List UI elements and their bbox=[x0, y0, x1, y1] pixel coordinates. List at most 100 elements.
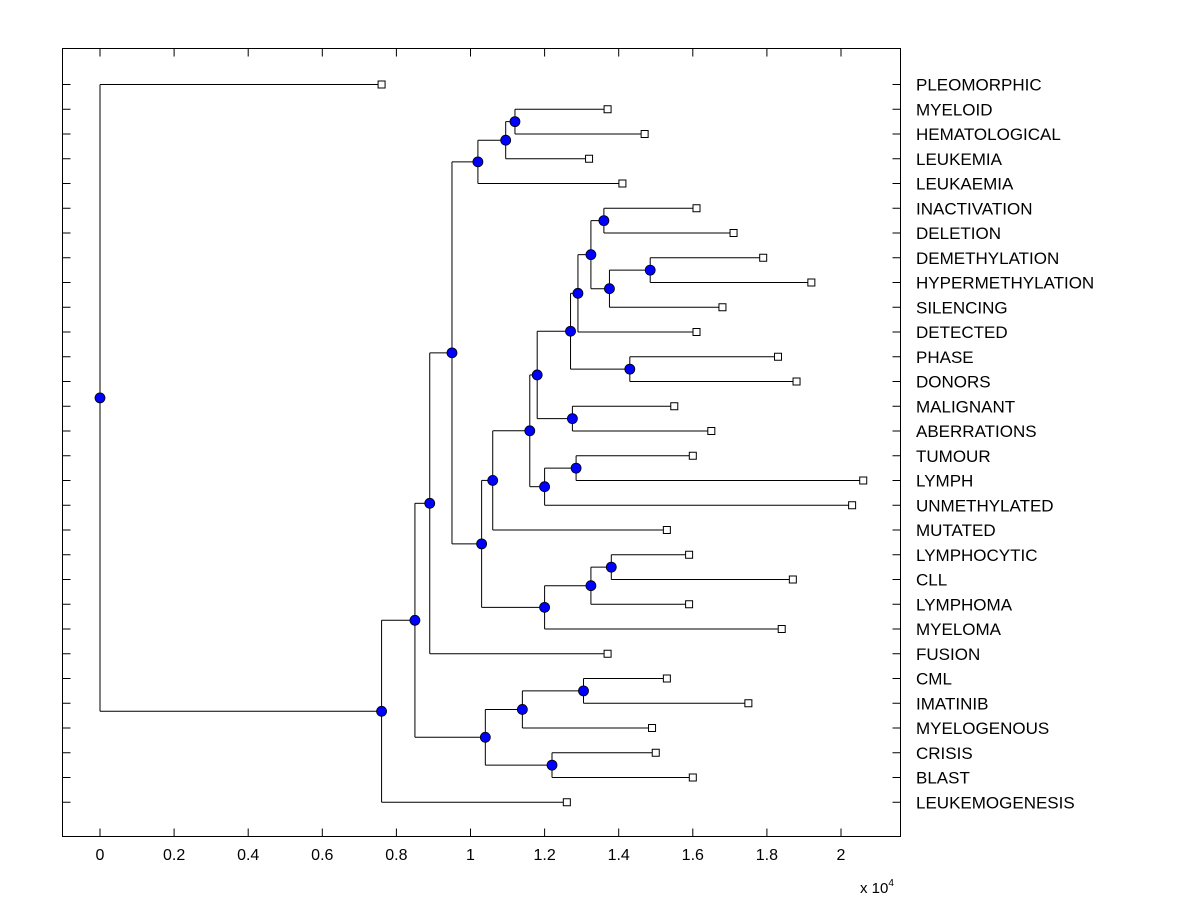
leaf-label: DELETION bbox=[916, 224, 1001, 243]
internal-node bbox=[424, 497, 436, 509]
internal-node bbox=[624, 363, 636, 375]
x-tick-label: 1 bbox=[466, 847, 475, 864]
leaf-layer bbox=[377, 80, 868, 807]
internal-node bbox=[604, 283, 615, 295]
internal-node bbox=[531, 369, 543, 381]
leaf-marker bbox=[562, 798, 571, 807]
x-tick-label: 0.6 bbox=[311, 847, 333, 864]
x-tick-label: 0 bbox=[96, 847, 105, 864]
label-layer: PLEOMORPHIC MYELOID HEMATOLOGICAL LEUKEMIA L… bbox=[916, 76, 1094, 813]
internal-node bbox=[509, 116, 521, 128]
leaf-marker bbox=[603, 649, 612, 658]
leaf-label: PLEOMORPHIC bbox=[916, 76, 1042, 95]
tick-layer: 0 0.2 0.4 0.6 0.8 1 1.2 1.4 1.6 1.8 2 bbox=[62, 48, 901, 864]
leaf-marker bbox=[848, 501, 857, 510]
leaf-label: CML bbox=[916, 670, 952, 689]
leaf-label: LEUKAEMIA bbox=[916, 175, 1014, 194]
x-tick-label: 0.4 bbox=[237, 847, 259, 864]
leaf-marker bbox=[777, 625, 786, 633]
leaf-marker bbox=[618, 179, 627, 188]
leaf-label: TUMOUR bbox=[916, 447, 991, 466]
internal-node bbox=[476, 538, 488, 550]
leaf-marker bbox=[788, 575, 797, 584]
internal-node bbox=[409, 614, 421, 626]
leaf-label: LYMPHOMA bbox=[916, 595, 1013, 614]
internal-node bbox=[500, 134, 512, 146]
leaf-marker bbox=[759, 253, 768, 262]
leaf-marker bbox=[707, 427, 716, 435]
leaf-marker bbox=[670, 402, 679, 411]
leaf-label: CLL bbox=[916, 571, 947, 590]
leaf-label: DETECTED bbox=[916, 323, 1008, 342]
leaf-marker bbox=[744, 699, 753, 708]
leaf-marker bbox=[685, 550, 694, 559]
leaf-label: LEUKEMIA bbox=[916, 150, 1003, 169]
leaf-label: LYMPHOCYTIC bbox=[916, 546, 1038, 565]
x-tick-label: 0.8 bbox=[385, 847, 407, 864]
leaf-marker bbox=[688, 451, 697, 460]
leaf-marker bbox=[792, 377, 801, 386]
x-tick-label: 1.6 bbox=[682, 847, 704, 864]
internal-node bbox=[598, 215, 610, 227]
leaf-label: MALIGNANT bbox=[916, 397, 1015, 416]
leaf-marker bbox=[688, 773, 697, 782]
leaf-label: HEMATOLOGICAL bbox=[916, 125, 1061, 144]
internal-node bbox=[546, 759, 558, 771]
leaf-label: MYELOMA bbox=[916, 620, 1002, 639]
internal-node bbox=[570, 462, 582, 474]
leaf-marker bbox=[662, 674, 671, 683]
leaf-marker bbox=[692, 328, 701, 336]
leaf-marker bbox=[377, 80, 386, 89]
leaf-marker bbox=[729, 229, 738, 237]
internal-node bbox=[376, 705, 387, 717]
internal-node bbox=[94, 392, 106, 404]
internal-node bbox=[585, 580, 597, 592]
internal-node bbox=[539, 601, 550, 613]
internal-node bbox=[585, 249, 597, 261]
leaf-marker bbox=[685, 600, 694, 609]
leaf-marker bbox=[774, 352, 783, 361]
x-tick-label: 1.4 bbox=[608, 847, 630, 864]
leaf-label: ABERRATIONS bbox=[916, 422, 1037, 441]
plot-frame bbox=[62, 48, 901, 837]
leaf-label: HYPERMETHYLATION bbox=[916, 274, 1094, 293]
leaf-marker bbox=[692, 204, 701, 213]
internal-node bbox=[565, 325, 576, 337]
leaf-label: DEMETHYLATION bbox=[916, 249, 1059, 268]
leaf-marker bbox=[662, 526, 671, 534]
leaf-label: BLAST bbox=[916, 769, 970, 788]
leaf-marker bbox=[718, 303, 727, 312]
leaf-label: PHASE bbox=[916, 348, 974, 367]
x-tick-label: 2 bbox=[837, 847, 846, 864]
internal-node bbox=[566, 413, 578, 425]
internal-node bbox=[578, 685, 589, 697]
leaf-label: MUTATED bbox=[916, 521, 996, 540]
internal-node bbox=[516, 704, 528, 715]
leaf-label: UNMETHYLATED bbox=[916, 496, 1054, 515]
leaf-label: IMATINIB bbox=[916, 694, 988, 713]
x-tick-label: 1.8 bbox=[756, 847, 778, 864]
internal-node bbox=[539, 481, 550, 493]
leaf-marker bbox=[807, 278, 816, 287]
leaf-marker bbox=[648, 724, 657, 732]
x-tick-label: 1.2 bbox=[533, 847, 555, 864]
x-axis-multiplier: x 104 bbox=[860, 878, 894, 897]
internal-node bbox=[446, 347, 458, 359]
leaf-marker bbox=[859, 476, 868, 485]
leaf-label: LYMPH bbox=[916, 472, 973, 491]
leaf-label: SILENCING bbox=[916, 298, 1008, 317]
internal-node bbox=[524, 425, 536, 437]
internal-node bbox=[479, 731, 491, 743]
leaf-label: MYELOGENOUS bbox=[916, 719, 1049, 738]
x-tick-label: 0.2 bbox=[163, 847, 185, 864]
leaf-label: LEUKEMOGENESIS bbox=[916, 793, 1075, 812]
leaf-marker bbox=[640, 130, 649, 138]
leaf-label: MYELOID bbox=[916, 100, 993, 119]
leaf-label: CRISIS bbox=[916, 744, 973, 763]
internal-node bbox=[472, 156, 484, 168]
leaf-marker bbox=[651, 748, 660, 757]
internal-node bbox=[644, 264, 656, 276]
internal-node bbox=[605, 561, 617, 573]
leaf-label: FUSION bbox=[916, 645, 980, 664]
